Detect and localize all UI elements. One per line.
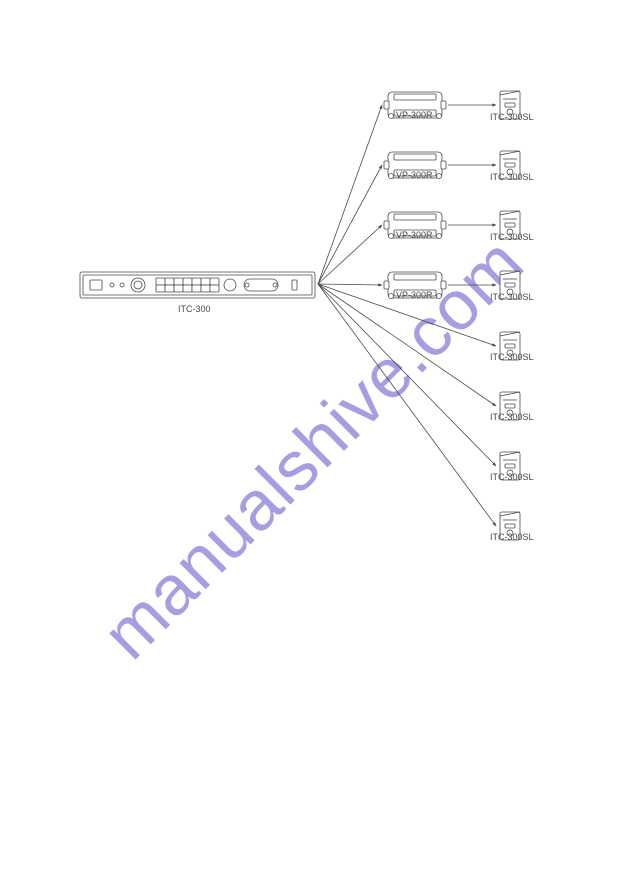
vp-label: VP-300R — [396, 230, 433, 240]
itc-label: ITC-300SL — [490, 292, 534, 302]
vp-label: VP-300R — [396, 170, 433, 180]
diagram-canvas: manualshive.com ITC-300 VP-300R ITC-300S… — [0, 0, 626, 896]
itc-label: ITC-300SL — [490, 172, 534, 182]
itc-label: ITC-300SL — [490, 232, 534, 242]
itc-label: ITC-300SL — [490, 472, 534, 482]
vp-label: VP-300R — [396, 290, 433, 300]
vp-label: VP-300R — [396, 110, 433, 120]
itc-label: ITC-300SL — [490, 112, 534, 122]
itc-label: ITC-300SL — [490, 412, 534, 422]
hub-label: ITC-300 — [178, 304, 211, 314]
connection-diagram — [0, 0, 626, 896]
itc-label: ITC-300SL — [490, 532, 534, 542]
itc-label: ITC-300SL — [490, 352, 534, 362]
